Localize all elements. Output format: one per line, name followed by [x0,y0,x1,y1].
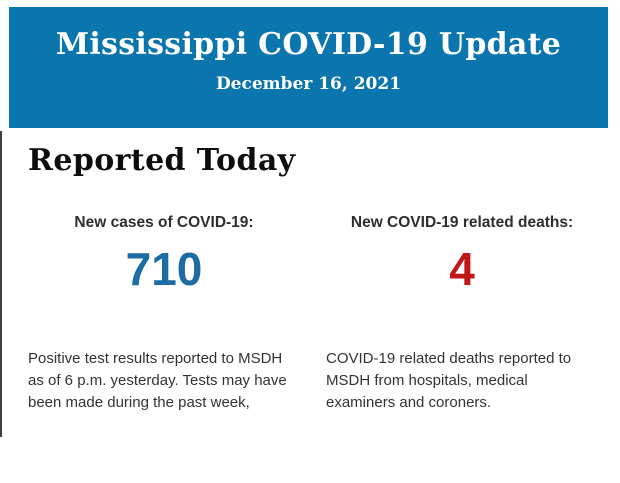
left-edge-line [0,131,2,437]
section-heading: Reported Today [28,143,296,178]
cases-stat: New cases of COVID-19: 710 Positive test… [28,213,300,414]
deaths-stat: New COVID-19 related deaths: 4 COVID-19 … [326,213,598,414]
page-title: Mississippi COVID-19 Update [55,27,562,62]
deaths-label: New COVID-19 related deaths: [350,214,574,231]
header-banner: Mississippi COVID-19 Update December 16,… [9,7,608,128]
deaths-value: 4 [449,243,475,295]
cases-description: Positive test results reported to MSDH a… [28,350,287,411]
cases-value: 710 [125,243,203,295]
cases-label: New cases of COVID-19: [74,214,254,231]
report-section: Reported Today New cases of COVID-19: 71… [0,128,620,414]
stats-grid: New cases of COVID-19: 710 Positive test… [28,213,598,414]
header-date: December 16, 2021 [215,74,402,94]
deaths-description: COVID-19 related deaths reported to MSDH… [326,350,572,411]
